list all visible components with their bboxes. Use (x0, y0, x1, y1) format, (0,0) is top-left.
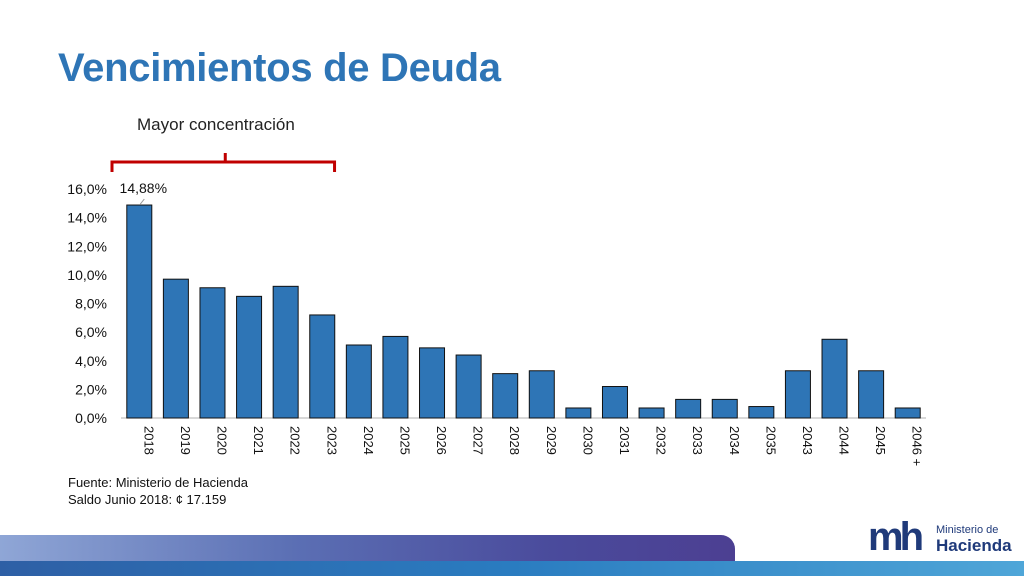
logo-line1: Ministerio de (936, 524, 999, 536)
bar (492, 373, 519, 419)
y-tick-label: 14,0% (67, 210, 107, 226)
bar (199, 287, 226, 419)
x-tick-label: 2030 (580, 426, 595, 455)
x-tick-label: 2023 (324, 426, 339, 455)
bar (272, 285, 299, 419)
y-tick-label: 2,0% (75, 381, 107, 397)
data-label: 14,88% (120, 180, 167, 196)
y-tick-label: 6,0% (75, 324, 107, 340)
x-tick-label: 2031 (617, 426, 632, 455)
x-tick-label: 2045 (873, 426, 888, 455)
bar (382, 335, 409, 419)
data-label-leader (139, 198, 145, 205)
bar (345, 344, 372, 419)
x-tick-label: 2032 (654, 426, 669, 455)
bar (565, 407, 592, 419)
x-tick-label: 2033 (690, 426, 705, 455)
y-tick-label: 16,0% (67, 181, 107, 197)
x-tick-label: 2026 (434, 426, 449, 455)
page-title: Vencimientos de Deuda (58, 46, 501, 90)
bar (675, 398, 702, 419)
bar (821, 338, 848, 419)
y-tick-label: 8,0% (75, 296, 107, 312)
concentration-bracket (110, 153, 337, 172)
x-tick-label: 2020 (214, 426, 229, 455)
bar (419, 347, 446, 419)
bar (711, 398, 738, 419)
source-note: Fuente: Ministerio de Hacienda (68, 475, 248, 490)
footer-line (0, 561, 1024, 576)
bar (638, 407, 665, 419)
bar (601, 386, 628, 419)
bar (894, 407, 921, 419)
mh-logo-icon: mh (868, 516, 926, 556)
bar (748, 406, 775, 419)
bar (858, 370, 885, 419)
footer-band (0, 535, 735, 561)
x-tick-label: 2044 (837, 426, 852, 455)
y-tick-label: 10,0% (67, 267, 107, 283)
bar (126, 204, 153, 419)
logo-line2: Hacienda (936, 536, 1012, 555)
x-tick-label: 2029 (544, 426, 559, 455)
x-tick-label: 2028 (507, 426, 522, 455)
bar (528, 370, 555, 419)
x-tick-label: 2025 (397, 426, 412, 455)
x-tick-label: 2019 (178, 426, 193, 455)
y-tick-label: 4,0% (75, 353, 107, 369)
x-tick-label: 2022 (288, 426, 303, 455)
concentration-annotation: Mayor concentración (137, 115, 295, 134)
logo-mark: mh (868, 516, 922, 556)
x-tick-label: 2018 (141, 426, 156, 455)
y-tick-label: 0,0% (75, 410, 107, 426)
x-tick-label: 2035 (763, 426, 778, 455)
x-tick-label: 2024 (361, 426, 376, 455)
bar (455, 354, 482, 419)
bar (784, 370, 811, 419)
y-tick-label: 12,0% (67, 238, 107, 254)
x-tick-label: 2027 (471, 426, 486, 455)
x-tick-label: 2034 (727, 426, 742, 455)
balance-note: Saldo Junio 2018: ¢ 17.159 (68, 492, 227, 507)
x-tick-label: 2046 + (910, 426, 925, 466)
bar (236, 295, 263, 419)
bar (162, 278, 189, 419)
x-tick-label: 2043 (800, 426, 815, 455)
bar (309, 314, 336, 419)
x-tick-label: 2021 (251, 426, 266, 455)
